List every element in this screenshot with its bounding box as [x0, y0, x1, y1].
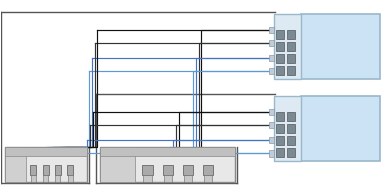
Bar — [269, 68, 274, 74]
Bar — [287, 136, 295, 145]
Bar — [276, 30, 284, 39]
Bar — [269, 122, 274, 128]
Bar — [68, 175, 73, 182]
Bar — [269, 150, 274, 157]
Bar — [287, 112, 295, 121]
Bar — [269, 137, 274, 143]
Bar — [301, 14, 379, 79]
Bar — [183, 165, 193, 175]
Bar — [163, 165, 173, 175]
Bar — [30, 165, 36, 175]
Bar — [287, 66, 295, 75]
Bar — [143, 175, 152, 182]
Bar — [5, 147, 87, 156]
Bar — [276, 54, 284, 63]
Bar — [55, 165, 61, 175]
Bar — [5, 147, 26, 182]
Bar — [55, 175, 60, 182]
Bar — [287, 148, 295, 157]
Bar — [5, 147, 87, 182]
Bar — [276, 136, 284, 145]
Bar — [274, 14, 301, 79]
Bar — [100, 147, 235, 156]
Bar — [269, 27, 274, 33]
Bar — [276, 42, 284, 51]
Bar — [287, 54, 295, 63]
Bar — [100, 147, 235, 182]
Bar — [276, 148, 284, 157]
Bar — [43, 175, 48, 182]
Bar — [287, 30, 295, 39]
Bar — [287, 124, 295, 133]
Bar — [287, 42, 295, 51]
Bar — [184, 175, 192, 182]
Bar — [142, 165, 152, 175]
Bar — [67, 165, 73, 175]
Bar — [276, 124, 284, 133]
Bar — [43, 165, 49, 175]
Bar — [31, 175, 36, 182]
Bar — [163, 175, 172, 182]
Bar — [276, 66, 284, 75]
Bar — [203, 165, 213, 175]
Bar — [100, 147, 135, 182]
Bar — [204, 175, 212, 182]
Bar — [269, 40, 274, 46]
Bar — [301, 96, 379, 161]
Bar — [276, 112, 284, 121]
Bar — [274, 96, 301, 161]
Bar — [269, 55, 274, 61]
Bar — [269, 109, 274, 115]
